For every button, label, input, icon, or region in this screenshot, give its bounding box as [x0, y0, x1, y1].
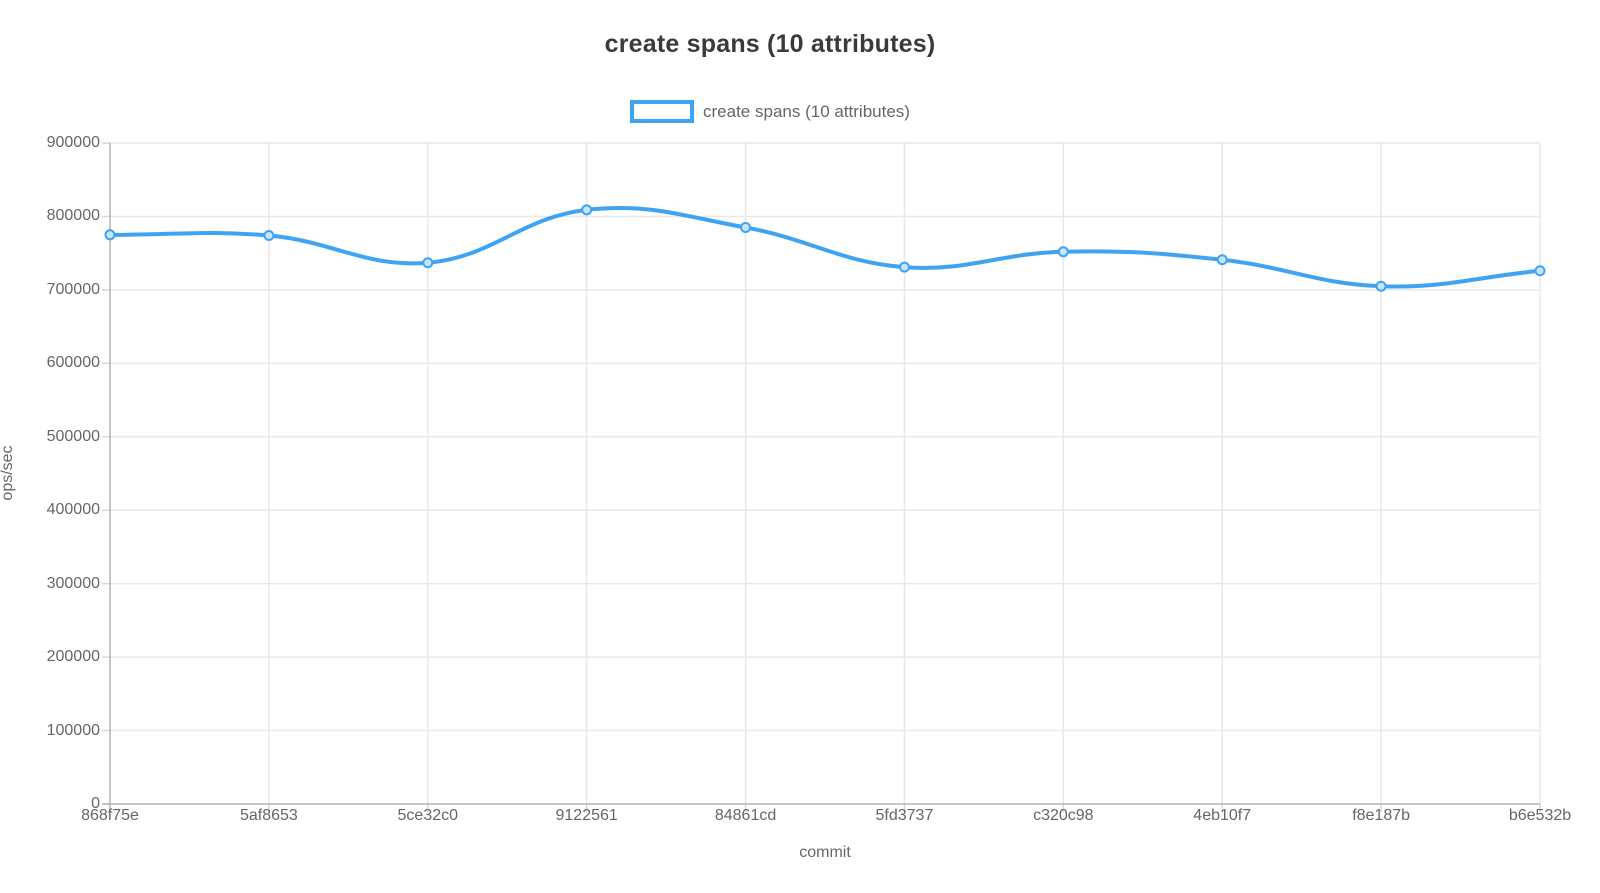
y-tick-label: 300000	[46, 574, 100, 592]
data-point-5af8653[interactable]	[263, 230, 275, 242]
x-tick-label: 5ce32c0	[397, 807, 459, 824]
legend: create spans (10 attributes)	[0, 100, 1540, 123]
data-point-f8e187b[interactable]	[1375, 280, 1387, 292]
x-tick-label: 84861cd	[714, 807, 777, 824]
y-tick-label: 200000	[46, 648, 100, 666]
x-tick-label: c320c98	[1033, 807, 1094, 824]
x-tick-label: 4eb10f7	[1193, 807, 1252, 824]
legend-swatch-icon	[630, 100, 695, 123]
data-point-5fd3737[interactable]	[898, 261, 910, 273]
y-tick-label: 800000	[46, 207, 100, 225]
y-tick-label: 100000	[46, 721, 100, 739]
y-tick-label: 400000	[46, 501, 100, 519]
x-tick-label: b6e532b	[1508, 807, 1572, 824]
x-tick-label: f8e187b	[1352, 807, 1411, 824]
data-point-4eb10f7[interactable]	[1216, 254, 1228, 266]
legend-item[interactable]: create spans (10 attributes)	[630, 100, 910, 123]
data-point-84861cd[interactable]	[740, 221, 752, 233]
data-point-868f75e[interactable]	[104, 229, 116, 241]
x-axis-title: commit	[799, 844, 851, 861]
y-tick-label: 500000	[46, 427, 100, 445]
data-point-5ce32c0[interactable]	[422, 257, 434, 269]
legend-label: create spans (10 attributes)	[703, 101, 910, 121]
y-tick-label: 900000	[46, 134, 100, 151]
y-tick-label: 600000	[46, 354, 100, 372]
x-tick-label: 868f75e	[81, 807, 139, 824]
x-tick-label: 9122561	[555, 807, 618, 824]
data-point-9122561[interactable]	[581, 204, 593, 216]
data-point-b6e532b[interactable]	[1534, 265, 1546, 277]
line-series	[108, 206, 1542, 289]
data-point-c320c98[interactable]	[1057, 246, 1069, 258]
chart-title: create spans (10 attributes)	[604, 30, 936, 58]
x-tick-label: 5af8653	[239, 807, 298, 824]
y-tick-label: 0	[91, 795, 100, 812]
x-tick-label: 5fd3737	[875, 807, 934, 824]
y-tick-label: 700000	[46, 280, 100, 298]
